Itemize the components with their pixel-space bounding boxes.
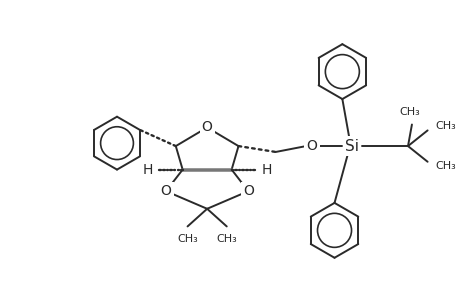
Text: CH₃: CH₃: [435, 122, 455, 131]
Text: O: O: [160, 184, 171, 198]
Text: O: O: [202, 121, 212, 134]
Text: Si: Si: [344, 139, 358, 154]
Text: CH₃: CH₃: [399, 107, 420, 117]
Text: CH₃: CH₃: [216, 234, 236, 244]
Text: O: O: [242, 184, 253, 198]
Text: CH₃: CH₃: [435, 161, 455, 171]
Text: H: H: [261, 163, 272, 177]
Text: H: H: [142, 163, 152, 177]
Text: O: O: [306, 139, 317, 153]
Text: CH₃: CH₃: [177, 234, 197, 244]
